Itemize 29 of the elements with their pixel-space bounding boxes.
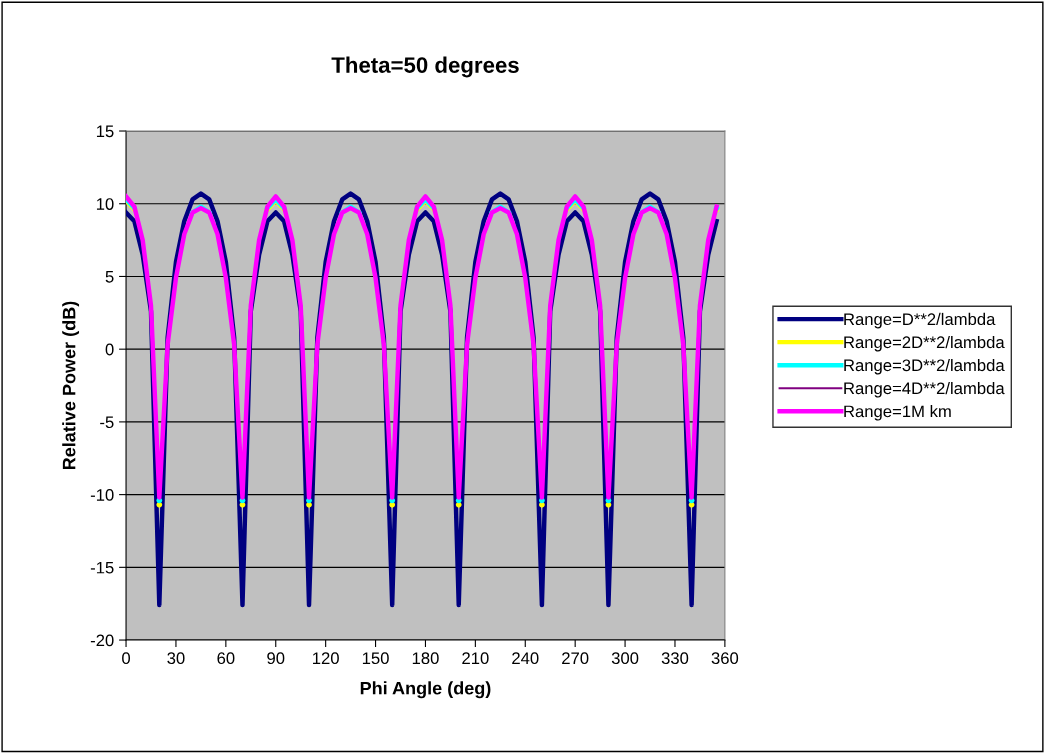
legend-label: Range=1M km bbox=[844, 405, 951, 421]
y-tick-label: -20 bbox=[90, 634, 114, 647]
chart-title: Theta=50 degrees bbox=[331, 56, 519, 78]
x-tick-label: 360 bbox=[711, 652, 739, 665]
x-axis-title: Phi Angle (deg) bbox=[360, 681, 491, 699]
x-tick-label: 330 bbox=[661, 652, 689, 665]
legend-label: Range=D**2/lambda bbox=[844, 312, 996, 329]
x-tick-label: 210 bbox=[462, 652, 489, 665]
y-tick-label: 10 bbox=[96, 198, 114, 210]
y-tick-label: 5 bbox=[105, 271, 114, 283]
legend-label: Range=3D**2/lambda bbox=[844, 358, 1005, 375]
legend-label: Range=4D**2/lambda bbox=[844, 381, 1005, 398]
legend-label: Range=2D**2/lambda bbox=[844, 335, 1005, 352]
y-axis-title: Relative Power (dB) bbox=[62, 301, 80, 470]
x-tick-label: 90 bbox=[267, 652, 285, 665]
x-tick-label: 120 bbox=[313, 652, 339, 665]
y-tick-label: -5 bbox=[100, 416, 114, 429]
y-tick-label: 15 bbox=[96, 125, 114, 138]
x-tick-label: 150 bbox=[362, 652, 389, 665]
y-tick-label: 0 bbox=[105, 343, 114, 356]
y-tick-label: -10 bbox=[90, 489, 114, 501]
x-tick-label: 240 bbox=[512, 652, 539, 665]
x-tick-label: 0 bbox=[122, 652, 131, 665]
x-tick-label: 180 bbox=[412, 652, 439, 665]
x-tick-label: 60 bbox=[217, 652, 235, 665]
x-tick-label: 30 bbox=[167, 652, 185, 665]
y-tick-label: -15 bbox=[90, 561, 114, 574]
x-tick-label: 300 bbox=[611, 652, 639, 665]
x-tick-label: 270 bbox=[562, 652, 589, 665]
